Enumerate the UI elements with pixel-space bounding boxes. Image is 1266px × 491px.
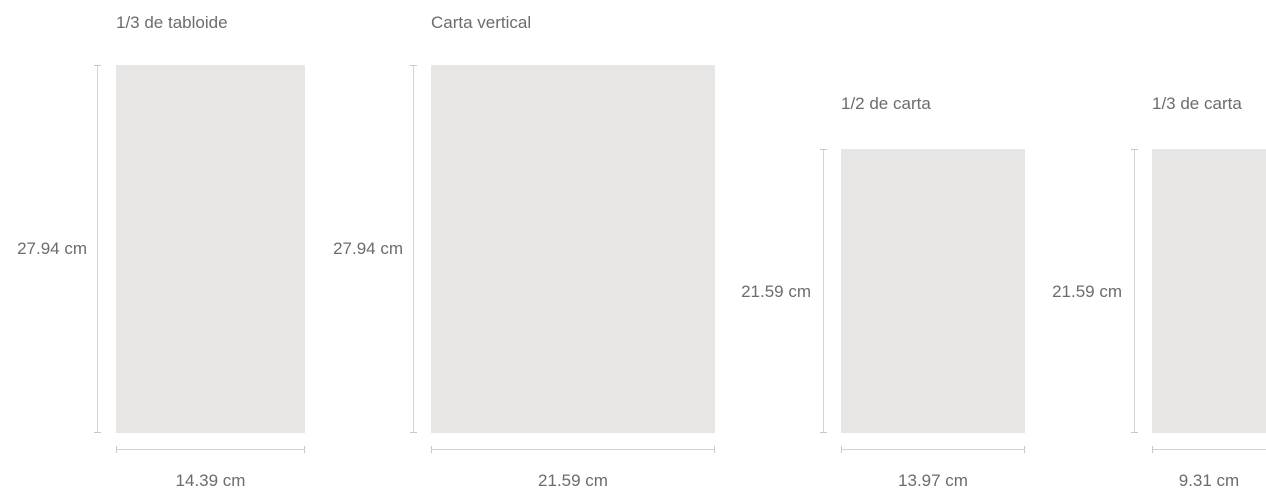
height-tick-top (410, 65, 417, 66)
height-dimension-line (1134, 149, 1135, 433)
width-tick-right (304, 446, 305, 453)
height-label: 27.94 cm (17, 239, 87, 258)
width-label: 21.59 cm (538, 471, 608, 490)
sheet-preview (431, 65, 715, 433)
height-dimension-line (97, 65, 98, 433)
height-label: 21.59 cm (1052, 282, 1122, 301)
height-tick-bottom (94, 432, 101, 433)
height-tick-top (94, 65, 101, 66)
sheet-preview (1152, 149, 1266, 433)
width-dimension-line (1152, 449, 1266, 450)
width-dimension-line (116, 449, 305, 450)
width-tick-right (714, 446, 715, 453)
height-dimension-line (823, 149, 824, 433)
format-title: 1/3 de tabloide (116, 13, 228, 32)
width-label: 14.39 cm (175, 471, 246, 490)
width-tick-left (116, 446, 117, 453)
width-label: 9.31 cm (1178, 471, 1240, 490)
height-tick-top (820, 149, 827, 150)
width-dimension-line (841, 449, 1025, 450)
height-tick-bottom (1131, 432, 1138, 433)
height-label: 21.59 cm (741, 282, 811, 301)
width-tick-left (431, 446, 432, 453)
width-dimension-line (431, 449, 715, 450)
format-title: Carta vertical (431, 13, 532, 32)
width-tick-right (1024, 446, 1025, 453)
format-title: 1/3 de carta (1152, 94, 1242, 113)
height-dimension-line (413, 65, 414, 433)
height-tick-bottom (820, 432, 827, 433)
width-tick-left (1152, 446, 1153, 453)
height-tick-top (1131, 149, 1138, 150)
sheet-preview (116, 65, 305, 433)
format-title: 1/2 de carta (841, 94, 931, 113)
width-label: 13.97 cm (898, 471, 968, 490)
height-label: 27.94 cm (333, 239, 403, 258)
sheet-preview (841, 149, 1025, 433)
height-tick-bottom (410, 432, 417, 433)
width-tick-left (841, 446, 842, 453)
